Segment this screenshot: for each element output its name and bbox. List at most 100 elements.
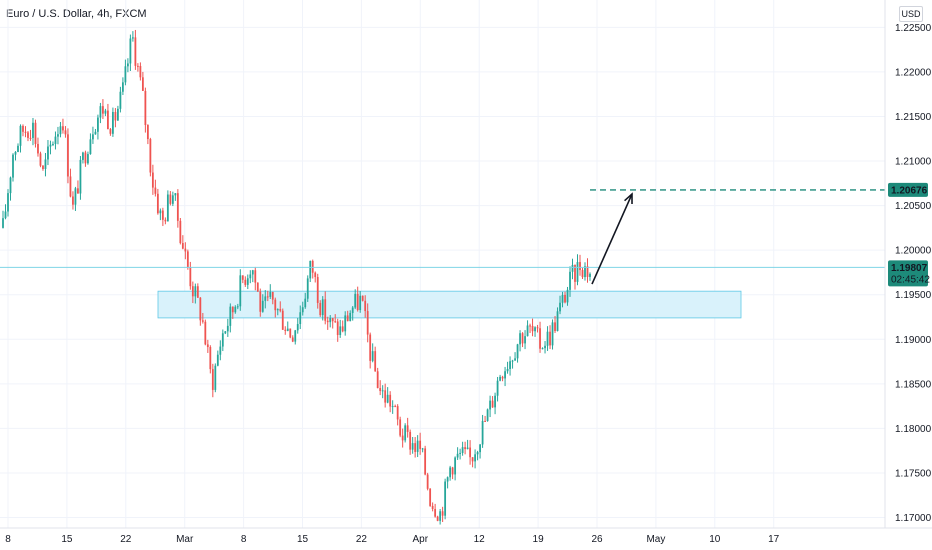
candle-body bbox=[334, 321, 337, 323]
candle-body bbox=[72, 196, 74, 205]
y-tick-label: 1.20500 bbox=[895, 201, 932, 212]
candle-body bbox=[47, 146, 49, 160]
candle-body bbox=[481, 420, 484, 445]
candle-body bbox=[22, 125, 24, 132]
candle-body bbox=[494, 395, 496, 408]
candle-body bbox=[411, 443, 414, 450]
candle-body bbox=[179, 220, 182, 244]
candle-body bbox=[89, 139, 92, 155]
candle-body bbox=[429, 488, 432, 506]
currency-button[interactable]: USD bbox=[899, 6, 923, 22]
candle-body bbox=[471, 457, 474, 462]
candle-body bbox=[316, 277, 319, 303]
candle-body bbox=[536, 327, 539, 329]
candle-body bbox=[256, 282, 259, 292]
candle-body bbox=[414, 443, 417, 452]
candle-body bbox=[511, 360, 514, 362]
candle-body bbox=[54, 136, 57, 144]
projection-arrow[interactable] bbox=[591, 192, 633, 285]
x-tick-label: 19 bbox=[533, 534, 545, 545]
candle-body bbox=[129, 38, 132, 64]
candles-layer bbox=[2, 29, 591, 525]
candle-body bbox=[184, 248, 187, 252]
target-label-text: 1.20676 bbox=[891, 185, 928, 196]
candle-body bbox=[2, 218, 4, 228]
candle-body bbox=[44, 159, 47, 169]
candle-body bbox=[389, 394, 392, 407]
candle-body bbox=[149, 139, 152, 173]
candle-body bbox=[204, 321, 207, 345]
candle-body bbox=[114, 111, 117, 121]
candle-body bbox=[229, 306, 232, 326]
x-tick-label: 10 bbox=[709, 534, 721, 545]
candle-body bbox=[319, 302, 322, 316]
candle-body bbox=[309, 260, 312, 279]
x-tick-label: 15 bbox=[61, 534, 73, 545]
candle-body bbox=[271, 291, 274, 300]
arrow-shaft bbox=[591, 193, 633, 285]
candle-body bbox=[164, 219, 167, 222]
candle-body bbox=[396, 406, 399, 420]
x-tick-label: 17 bbox=[768, 534, 780, 545]
grid-layer bbox=[0, 0, 885, 528]
candle-body bbox=[399, 419, 402, 436]
time-axis[interactable]: 8 15 22 Mar 8 15 22 Apr 12 19 26 May 10 17 bbox=[5, 534, 779, 545]
candle-body bbox=[77, 188, 79, 194]
candle-body bbox=[524, 336, 526, 344]
candle-body bbox=[24, 131, 27, 133]
candle-body bbox=[14, 151, 17, 155]
candle-body bbox=[226, 325, 229, 332]
candle-body bbox=[104, 110, 107, 114]
candle-body bbox=[92, 134, 94, 140]
candle-body bbox=[444, 481, 447, 516]
candle-body bbox=[479, 444, 481, 453]
candle-body bbox=[107, 110, 109, 130]
y-tick-label: 1.21500 bbox=[895, 112, 932, 123]
candle-body bbox=[456, 453, 459, 458]
candle-body bbox=[94, 131, 97, 135]
candle-body bbox=[266, 296, 269, 298]
candle-body bbox=[87, 154, 89, 164]
candle-body bbox=[234, 306, 237, 313]
candle-body bbox=[59, 126, 62, 135]
price-axis[interactable]: 1.22500 1.22000 1.21500 1.21000 1.20500 1.200… bbox=[895, 23, 932, 524]
candle-body bbox=[299, 312, 302, 325]
candle-body bbox=[431, 505, 434, 510]
candle-body bbox=[354, 293, 357, 308]
candle-body bbox=[391, 406, 394, 408]
candle-body bbox=[544, 345, 546, 349]
support-zone[interactable] bbox=[157, 290, 742, 319]
candle-body bbox=[286, 328, 289, 331]
candle-body bbox=[541, 348, 544, 350]
candle-body bbox=[341, 326, 344, 332]
candle-body bbox=[194, 286, 197, 297]
candle-body bbox=[264, 296, 267, 301]
candle-body bbox=[201, 320, 204, 322]
x-tick-label: May bbox=[646, 534, 665, 545]
candle-body bbox=[546, 331, 549, 346]
candle-body bbox=[381, 390, 384, 392]
candle-body bbox=[206, 344, 209, 348]
candle-body bbox=[434, 509, 437, 517]
candle-body bbox=[419, 440, 422, 449]
candle-body bbox=[67, 134, 69, 177]
x-tick-label: 26 bbox=[591, 534, 603, 545]
candle-body bbox=[221, 333, 224, 347]
y-tick-label: 1.17000 bbox=[895, 513, 932, 524]
candle-body bbox=[586, 266, 589, 277]
candle-body bbox=[166, 194, 169, 222]
candle-body bbox=[336, 321, 339, 335]
candle-body bbox=[196, 286, 199, 298]
candle-body bbox=[181, 243, 184, 249]
candle-body bbox=[79, 159, 82, 194]
countdown-label: 02:45:42 bbox=[891, 274, 930, 285]
y-tick-label: 1.18000 bbox=[895, 424, 932, 435]
candle-body bbox=[17, 145, 19, 152]
candle-body bbox=[326, 320, 329, 323]
candle-body bbox=[331, 318, 334, 322]
candle-body bbox=[576, 262, 579, 282]
candle-body bbox=[551, 322, 554, 346]
candle-body bbox=[219, 346, 222, 355]
candle-body bbox=[506, 368, 509, 372]
